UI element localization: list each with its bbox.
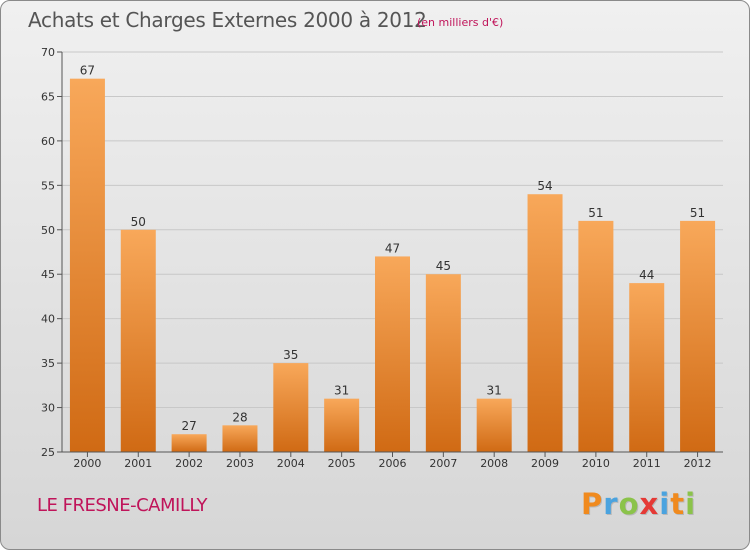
x-tick-label: 2006 (379, 457, 407, 470)
x-tick-label: 2011 (633, 457, 661, 470)
data-label: 47 (385, 241, 400, 255)
data-label: 44 (639, 268, 654, 282)
x-tick-label: 2008 (480, 457, 508, 470)
y-tick-label: 55 (41, 179, 55, 192)
bar (578, 220, 614, 452)
data-label: 31 (487, 384, 502, 398)
y-tick-label: 25 (41, 446, 55, 459)
bar (375, 256, 410, 452)
bar (425, 274, 461, 452)
data-label: 28 (232, 410, 247, 424)
y-tick-label: 70 (41, 46, 55, 59)
bar (69, 78, 105, 453)
logo-letter: x (639, 487, 660, 521)
x-tick-label: 2004 (277, 457, 305, 470)
y-tick-label: 40 (41, 313, 55, 326)
data-label: 51 (588, 206, 603, 220)
logo-letter: o (618, 487, 640, 521)
bar (171, 434, 207, 452)
data-label: 54 (537, 179, 552, 193)
x-tick-label: 2010 (582, 457, 610, 470)
data-labels: 67 50 27 28 35 31 47 45 31 54 51 44 51 (80, 64, 705, 434)
data-label: 35 (283, 348, 298, 362)
bar (273, 363, 309, 452)
data-label: 67 (80, 64, 95, 78)
commune-name: LE FRESNE-CAMILLY (37, 495, 208, 516)
chart-title: Achats et Charges Externes 2000 à 2012 (28, 8, 427, 32)
bar (527, 194, 563, 452)
data-label: 50 (131, 215, 146, 229)
y-tick-label: 45 (41, 268, 55, 281)
x-tick-label: 2002 (175, 457, 203, 470)
x-tick-label: 2000 (73, 457, 101, 470)
proxiti-logo[interactable]: Proxiti (581, 487, 696, 521)
logo-letter: i (685, 487, 697, 521)
x-tick-label: 2003 (226, 457, 254, 470)
axes: 25 30 35 40 45 50 55 60 65 70 2000 2001 2002 2003 2004… (41, 46, 723, 470)
y-tick-label: 65 (41, 90, 55, 103)
x-tick-label: 2007 (429, 457, 457, 470)
bar (324, 398, 360, 452)
logo-letter: t (670, 487, 686, 521)
x-tick-label: 2005 (328, 457, 356, 470)
x-tick-label: 2009 (531, 457, 559, 470)
data-label: 27 (181, 419, 196, 433)
bar (476, 398, 512, 452)
data-label: 45 (436, 259, 451, 273)
y-tick-label: 50 (41, 224, 55, 237)
data-label: 31 (334, 384, 349, 398)
x-tick-label: 2012 (684, 457, 712, 470)
bars (69, 78, 716, 453)
x-tick-label: 2001 (124, 457, 152, 470)
logo-letter: i (659, 487, 671, 521)
y-tick-label: 60 (41, 135, 55, 148)
bar (222, 425, 258, 452)
bar (629, 283, 665, 452)
bar (680, 220, 716, 452)
data-label: 51 (690, 206, 705, 220)
bar (120, 229, 156, 452)
logo-letter: P (581, 487, 604, 521)
y-tick-label: 30 (41, 402, 55, 415)
logo-letter: r (603, 487, 619, 521)
chart-subtitle: (en milliers d'€) (417, 16, 504, 29)
y-tick-label: 35 (41, 357, 55, 370)
